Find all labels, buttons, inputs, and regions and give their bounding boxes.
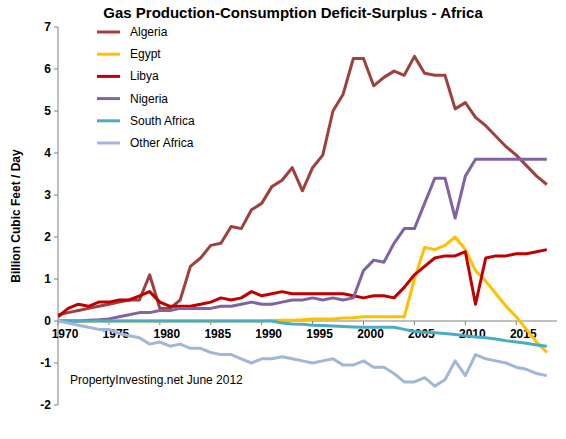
y-tick: [54, 237, 58, 238]
y-tick-label: 6: [44, 62, 51, 76]
legend-label: Nigeria: [130, 92, 168, 106]
y-axis-label: Billion Cubic Feet / Day: [9, 149, 23, 283]
y-tick: [54, 321, 58, 322]
legend-key: [97, 119, 120, 122]
y-tick-label: 0: [44, 314, 51, 328]
x-tick-label: 2000: [357, 327, 384, 341]
y-tick-label: 5: [44, 104, 51, 118]
x-tick: [465, 321, 466, 325]
y-tick-label: 1: [44, 272, 51, 286]
series-line: [58, 321, 547, 386]
x-tick-label: 1970: [52, 327, 79, 341]
y-tick: [54, 27, 58, 28]
plot-area: [58, 56, 547, 386]
y-tick: [54, 111, 58, 112]
x-tick-label: 1990: [255, 327, 282, 341]
y-axis: [58, 27, 59, 405]
y-tick: [54, 363, 58, 364]
y-tick-label: 3: [44, 188, 51, 202]
y-tick: [54, 153, 58, 154]
y-tick-label: 2: [44, 230, 51, 244]
y-tick: [54, 195, 58, 196]
series-line: [58, 321, 547, 346]
y-tick: [54, 405, 58, 406]
y-tick: [54, 279, 58, 280]
x-tick-label: 1995: [306, 327, 333, 341]
legend-key: [97, 142, 120, 145]
legend-key: [97, 75, 120, 78]
x-tick-label: 1980: [153, 327, 180, 341]
legend-label: South Africa: [130, 114, 195, 128]
annotation: PropertyInvesting.net June 2012: [70, 373, 243, 387]
legend-key: [97, 97, 120, 100]
legend-label: Libya: [130, 69, 159, 83]
x-tick: [516, 321, 517, 325]
y-tick-label: -2: [40, 398, 51, 412]
y-tick-label: -1: [40, 356, 51, 370]
y-tick: [54, 69, 58, 70]
legend-label: Egypt: [130, 47, 161, 61]
series-line: [58, 250, 547, 317]
legend-key: [97, 53, 120, 56]
y-tick-label: 7: [44, 20, 51, 34]
x-tick: [363, 321, 364, 325]
x-tick: [414, 321, 415, 325]
x-tick-label: 1985: [204, 327, 231, 341]
legend-key: [97, 31, 120, 34]
legend-label: Algeria: [130, 25, 168, 39]
series-line: [58, 159, 547, 321]
series-line: [58, 56, 547, 314]
title: Gas Production-Consumption Deficit-Surpl…: [103, 4, 483, 21]
chart: Gas Production-Consumption Deficit-Surpl…: [0, 0, 566, 439]
y-tick-label: 4: [44, 146, 51, 160]
background: [0, 0, 566, 439]
legend-label: Other Africa: [130, 136, 194, 150]
